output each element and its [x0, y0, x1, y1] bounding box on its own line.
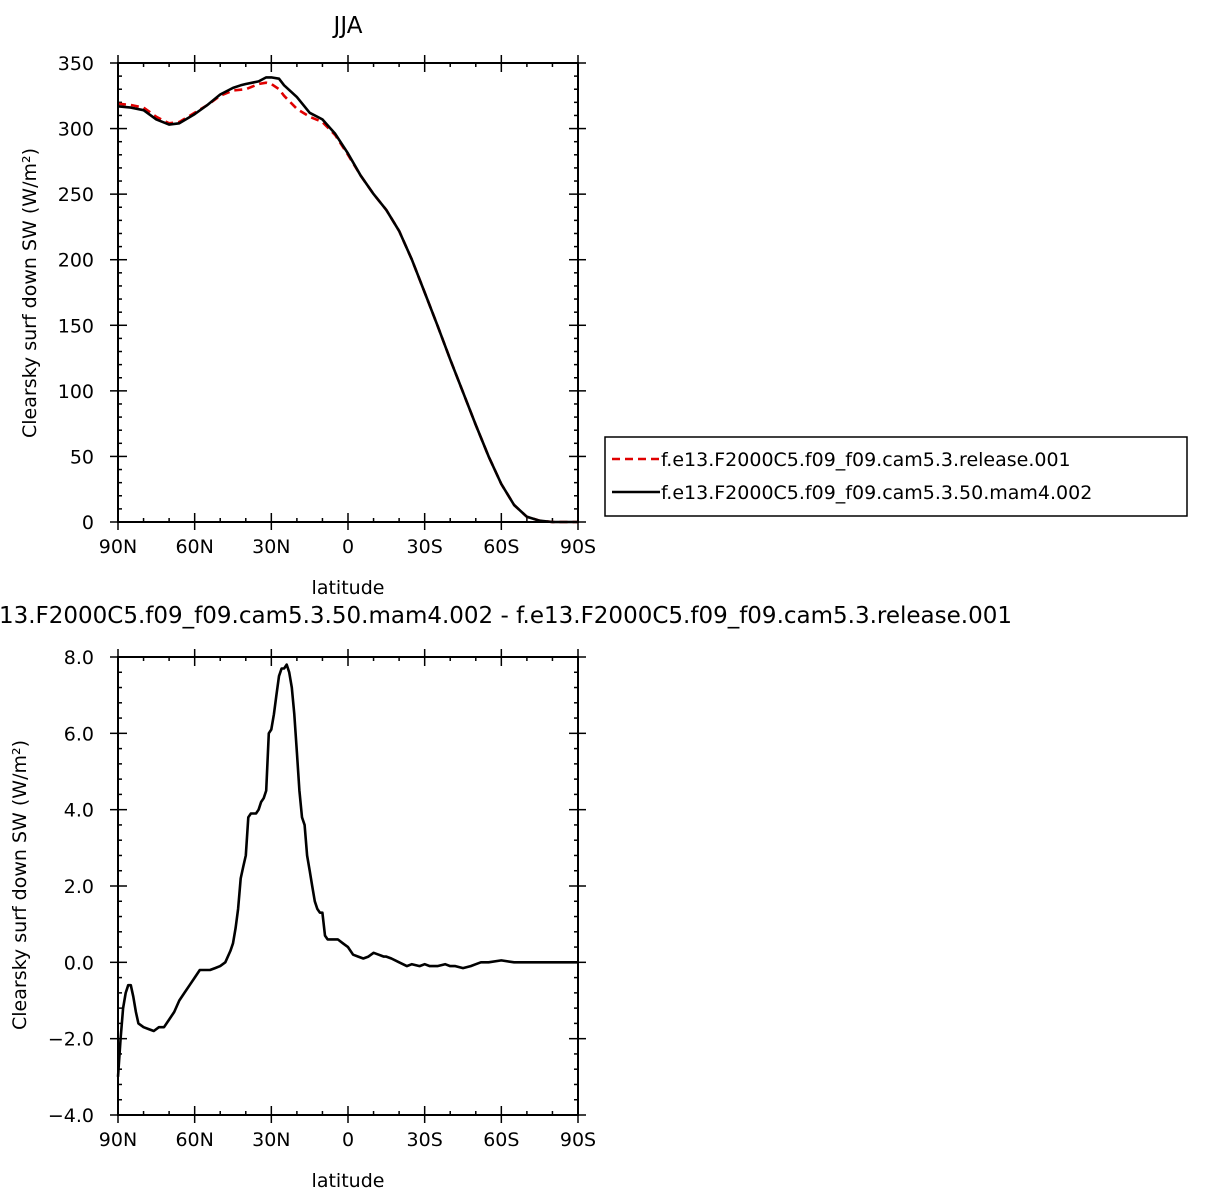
top-y-tick-label: 0: [82, 512, 94, 534]
bottom-y-tick-label: 8.0: [64, 647, 94, 669]
top-series: [117, 76, 578, 524]
top-y-tick-label: 300: [58, 119, 94, 141]
top-ticks: [110, 55, 586, 530]
top-x-tick-label: 0: [342, 536, 354, 558]
bottom-x-tick-label: 0: [342, 1129, 354, 1151]
top-chart: JJA latitude Clearsky surf down SW (W/m²…: [19, 13, 596, 599]
top-x-tick-label: 60N: [175, 536, 213, 558]
legend-label-series-1: f.e13.F2000C5.f09_f09.cam5.3.release.001: [661, 449, 1071, 471]
bottom-series: [116, 663, 578, 1077]
bottom-x-tick-label: 60N: [175, 1129, 213, 1151]
top-x-tick-label: 30N: [252, 536, 290, 558]
top-x-tick-label: 30S: [407, 536, 443, 558]
bottom-y-tick-label: 0.0: [64, 952, 94, 974]
bottom-chart: f.e13.F2000C5.f09_f09.cam5.3.50.mam4.002…: [0, 603, 1012, 1192]
legend-label-series-2: f.e13.F2000C5.f09_f09.cam5.3.50.mam4.002: [661, 482, 1092, 504]
top-x-tick-label: 90N: [99, 536, 137, 558]
bottom-y-tick-label: 6.0: [64, 723, 94, 745]
top-y-tick-label: 100: [58, 381, 94, 403]
bottom-y-tick-label: 2.0: [64, 876, 94, 898]
bottom-tick-labels: 90N 60N 30N 0 30S 60S 90S −4.0 −2.0 0.0 2.0 4.0 6.0 8…: [48, 647, 596, 1151]
top-y-tick-label: 50: [70, 446, 94, 468]
top-chart-title: JJA: [332, 13, 363, 39]
bottom-y-tick-label: −4.0: [48, 1105, 94, 1127]
top-tick-labels: 90N 60N 30N 0 30S 60S 90S 0 50 100 150 200 250 300 350: [58, 53, 596, 558]
top-series-line-2: [117, 76, 578, 524]
bottom-x-tick-label: 30S: [407, 1129, 443, 1151]
bottom-y-tick-label: −2.0: [48, 1029, 94, 1051]
bottom-y-tick-label: 4.0: [64, 800, 94, 822]
top-y-tick-label: 250: [58, 184, 94, 206]
bottom-series-line-1: [116, 663, 578, 1077]
bottom-chart-title: f.e13.F2000C5.f09_f09.cam5.3.50.mam4.002…: [0, 603, 1012, 629]
bottom-y-axis-label: Clearsky surf down SW (W/m²): [9, 740, 31, 1030]
top-x-tick-label: 90S: [560, 536, 596, 558]
top-y-axis-label: Clearsky surf down SW (W/m²): [19, 148, 41, 438]
top-y-tick-label: 350: [58, 53, 94, 75]
bottom-ticks: [110, 649, 586, 1123]
top-x-tick-label: 60S: [483, 536, 519, 558]
top-x-axis-label: latitude: [312, 577, 385, 599]
bottom-x-tick-label: 30N: [252, 1129, 290, 1151]
bottom-x-tick-label: 90S: [560, 1129, 596, 1151]
top-plot-frame: [117, 62, 579, 523]
top-series-line-1: [117, 81, 578, 524]
bottom-x-axis-label: latitude: [312, 1170, 385, 1192]
top-chart-legend: f.e13.F2000C5.f09_f09.cam5.3.release.001…: [604, 436, 1188, 517]
top-y-tick-label: 200: [58, 250, 94, 272]
bottom-plot-frame: [117, 656, 579, 1116]
bottom-x-tick-label: 90N: [99, 1129, 137, 1151]
legend-box: [604, 436, 1188, 517]
top-y-tick-label: 150: [58, 315, 94, 337]
bottom-x-tick-label: 60S: [483, 1129, 519, 1151]
